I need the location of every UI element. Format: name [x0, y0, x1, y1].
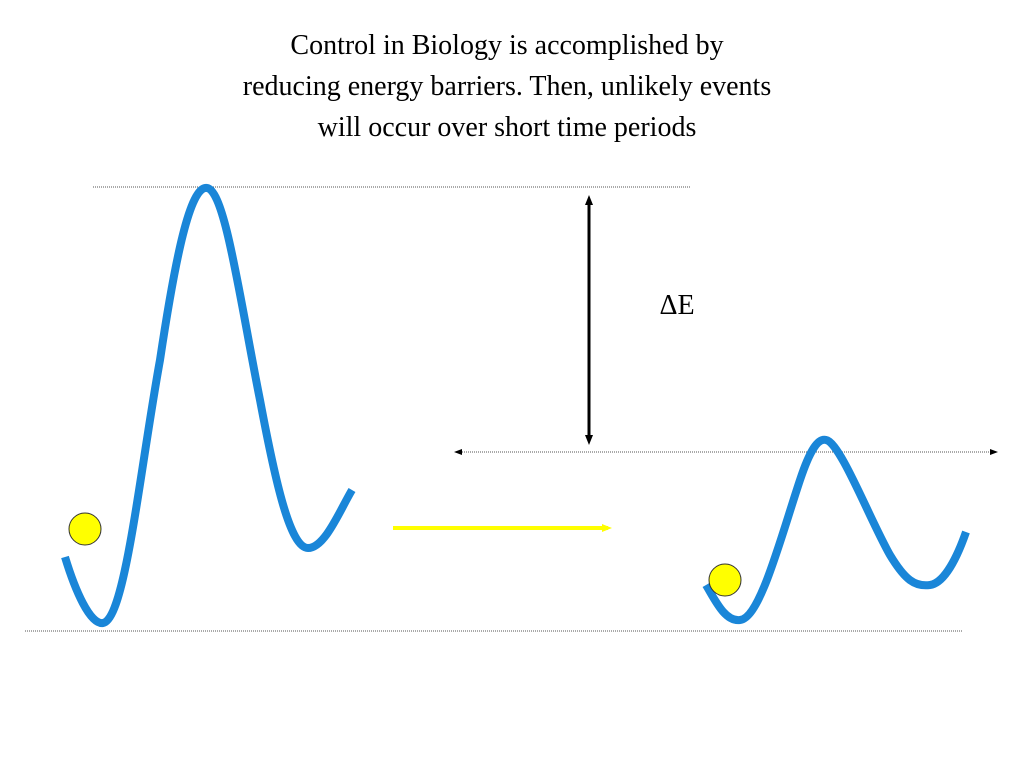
- title-line: reducing energy barriers. Then, unlikely…: [243, 71, 771, 102]
- delta-e-label: ΔE: [659, 290, 694, 321]
- energy-curve: [702, 435, 970, 624]
- energy-curve: [61, 184, 356, 627]
- title-line: will occur over short time periods: [318, 112, 697, 143]
- ball: [708, 563, 742, 597]
- title-line: Control in Biology is accomplished by: [290, 30, 723, 61]
- ball: [68, 512, 102, 546]
